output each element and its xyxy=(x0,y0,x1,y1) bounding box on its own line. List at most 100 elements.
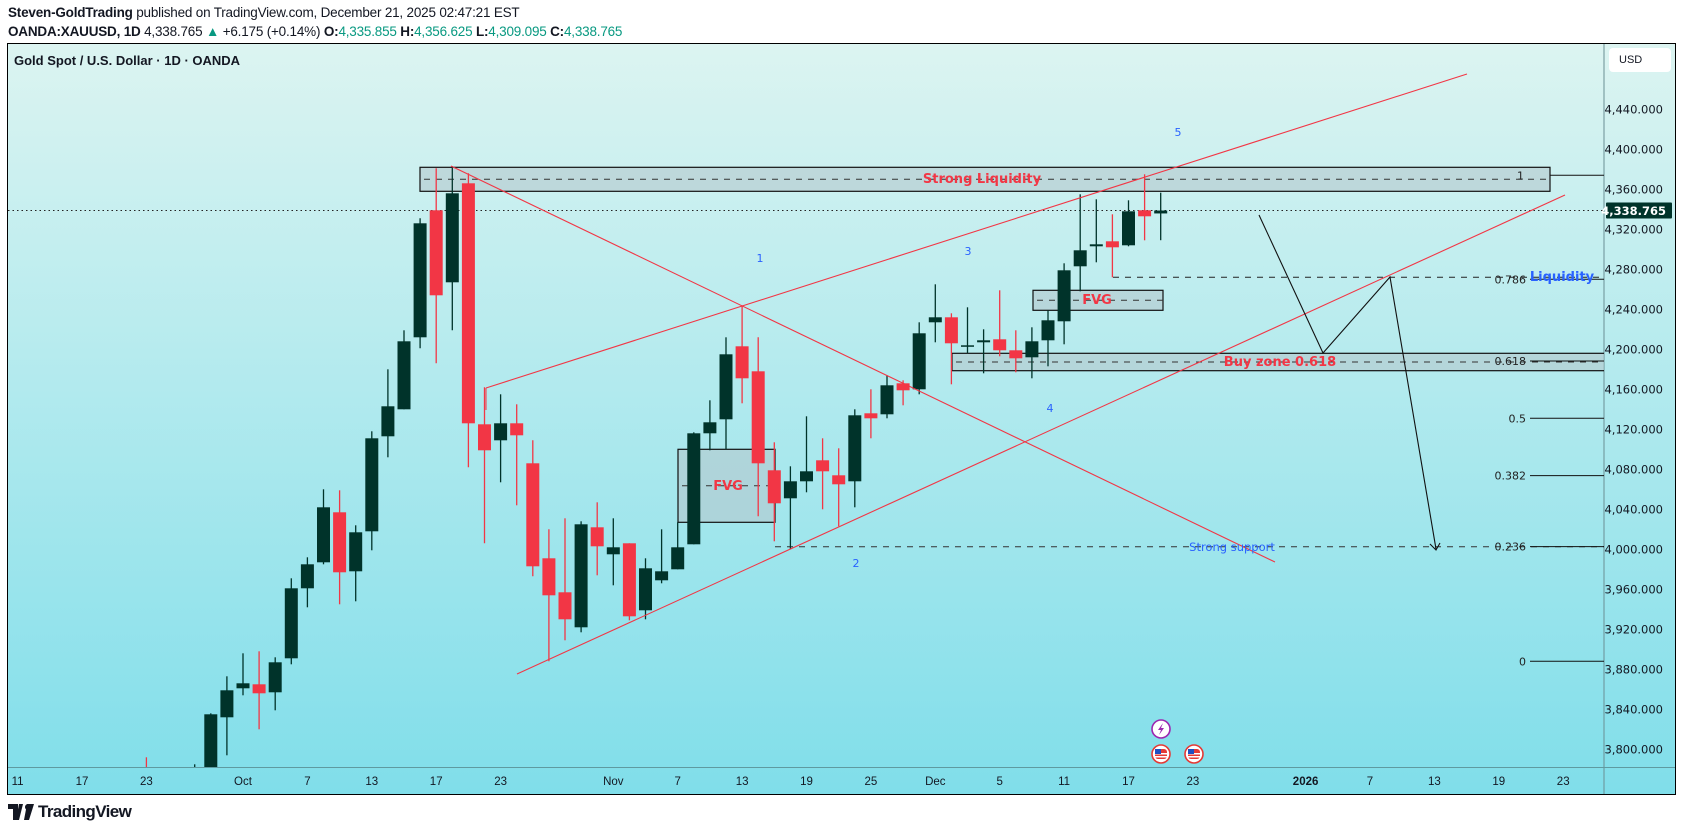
us-flag-event-icon[interactable] xyxy=(1184,744,1204,764)
candle xyxy=(961,307,974,354)
date-tick-label: 23 xyxy=(140,776,153,788)
us-flag-event-icon[interactable] xyxy=(1151,744,1171,764)
candles-layer xyxy=(145,166,1168,767)
high-label: H: xyxy=(400,24,415,39)
candle-body xyxy=(880,385,894,415)
candle xyxy=(204,713,218,767)
candle xyxy=(1073,194,1087,292)
candle-body xyxy=(719,354,733,420)
lightning-event-icon[interactable] xyxy=(1151,719,1171,739)
fvg-upper-label: FVG xyxy=(1082,293,1112,308)
tradingview-logo[interactable]: TradingView xyxy=(8,802,132,822)
fib-level-label: 1 xyxy=(1517,169,1524,182)
candle xyxy=(622,543,636,621)
candle xyxy=(558,518,572,641)
price-tick-label: 3,920.000 xyxy=(1604,622,1663,636)
publish-info: Steven-GoldTrading published on TradingV… xyxy=(8,5,520,20)
up-arrow-icon: ▲ xyxy=(205,24,220,39)
price-axis[interactable]: 4,440.000 4,400.000 4,360.000 4,320.000 4,28… xyxy=(1601,102,1672,756)
price-tick-label: 4,360.000 xyxy=(1604,182,1663,196)
candle-body xyxy=(896,383,910,391)
candle-body xyxy=(912,333,926,390)
price-tick-label: 4,280.000 xyxy=(1604,262,1663,276)
candle-body xyxy=(300,564,314,589)
candle xyxy=(783,466,797,550)
fib-level-label: 0.236 xyxy=(1495,541,1527,554)
candle xyxy=(397,330,411,410)
candle-body xyxy=(622,543,636,617)
date-tick-label: Oct xyxy=(234,776,253,788)
current-price-badge xyxy=(1606,202,1672,219)
date-tick-label: 23 xyxy=(1557,776,1570,788)
candle-body xyxy=(494,423,508,441)
candle-body xyxy=(848,415,862,482)
candle-body xyxy=(1025,341,1039,358)
candle-body xyxy=(928,317,942,323)
wave-label: 3 xyxy=(965,245,972,258)
candle xyxy=(445,166,459,331)
candle-body xyxy=(445,193,459,283)
candle-body xyxy=(1154,210,1168,214)
candle-body xyxy=(864,413,878,419)
date-tick-label: 23 xyxy=(1187,776,1200,788)
candle xyxy=(1057,263,1071,345)
candle-body xyxy=(800,471,813,482)
candle-body xyxy=(349,532,363,572)
candle-body xyxy=(1122,211,1135,246)
candle xyxy=(912,322,926,395)
candle-body xyxy=(961,345,974,347)
candle-body xyxy=(252,684,266,694)
candle xyxy=(590,502,604,576)
price-tick-label: 4,240.000 xyxy=(1604,302,1663,316)
wave-label: 5 xyxy=(1175,126,1182,139)
candle xyxy=(236,653,250,696)
candle-body xyxy=(993,339,1007,351)
upper-channel-line xyxy=(485,73,1468,389)
candle xyxy=(832,448,846,527)
candle-body xyxy=(590,527,604,547)
candle-body xyxy=(284,588,298,659)
date-tick-label: 11 xyxy=(12,776,24,788)
candle-body xyxy=(767,470,781,504)
author-name[interactable]: Steven-GoldTrading xyxy=(8,5,133,20)
price-tick-label: 4,160.000 xyxy=(1604,382,1663,396)
candle xyxy=(317,489,330,565)
candle xyxy=(719,337,733,450)
candle-body xyxy=(317,507,330,563)
wave-label: 4 xyxy=(1047,402,1054,415)
date-tick-label: 17 xyxy=(430,776,443,788)
candle xyxy=(1105,214,1119,278)
candle-body xyxy=(268,662,282,693)
tradingview-logo-icon xyxy=(8,804,34,820)
price-tick-label: 4,400.000 xyxy=(1604,142,1663,156)
date-tick-label: Nov xyxy=(603,776,624,788)
candle xyxy=(252,651,266,730)
time-axis[interactable]: 11 17 23 Oct 7 13 17 23 Nov 7 13 19 25 Dec 5 11 17 23 2026… xyxy=(12,776,1570,788)
candle-body xyxy=(1138,210,1152,217)
candle xyxy=(478,387,491,544)
currency-button[interactable]: USD xyxy=(1609,48,1671,72)
date-tick-label: 17 xyxy=(76,776,89,788)
chart-title: Gold Spot / U.S. Dollar · 1D · OANDA xyxy=(14,53,241,68)
high-value: 4,356.625 xyxy=(414,24,473,39)
candle-body xyxy=(397,341,411,410)
price-tick-label: 4,040.000 xyxy=(1604,502,1663,516)
candle-body xyxy=(526,463,540,567)
symbol-info: OANDA:XAUUSD, 1D 4,338.765 ▲ +6.175 (+0.… xyxy=(8,24,622,39)
price-tick-label: 3,960.000 xyxy=(1604,582,1663,596)
candle-body xyxy=(558,592,572,620)
price-tick-label: 4,200.000 xyxy=(1604,342,1663,356)
date-tick-label: 19 xyxy=(800,776,813,788)
candle xyxy=(574,521,588,633)
candle xyxy=(494,394,508,483)
candle xyxy=(816,438,830,510)
candle xyxy=(993,290,1007,357)
flag-stripe-white xyxy=(1188,756,1200,758)
price-change: +6.175 (+0.14%) xyxy=(222,24,321,39)
low-value: 4,309.095 xyxy=(488,24,547,39)
fib-level-label: 0.618 xyxy=(1495,355,1527,368)
candle-body xyxy=(606,547,620,555)
current-price-label: 4,338.765 xyxy=(1601,204,1666,218)
candle xyxy=(880,375,894,419)
